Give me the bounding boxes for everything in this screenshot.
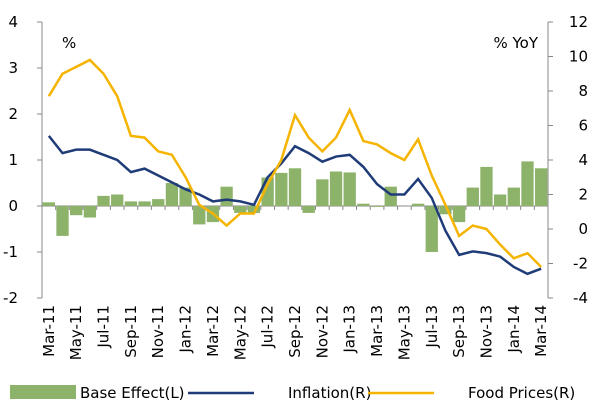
line: [47, 135, 542, 276]
bar: [411, 203, 425, 206]
y-tick-label: 0: [8, 197, 18, 215]
bar: [452, 206, 466, 223]
bar: [165, 183, 179, 206]
y2-tick-label: 0: [578, 220, 588, 238]
bar: [179, 187, 192, 206]
bar: [124, 201, 138, 206]
x-tick-label: Sep-13: [450, 305, 468, 358]
x-tick-label: Mar-11: [40, 305, 58, 357]
x-tick-label: Jan-14: [505, 305, 523, 354]
bar: [111, 194, 124, 206]
y-tick-label: -1: [3, 243, 18, 261]
x-tick-label: Mar-13: [368, 305, 386, 357]
bar: [288, 168, 302, 206]
x-tick-label: Jan-12: [177, 305, 195, 354]
legend-label: Food Prices(R): [468, 384, 575, 402]
bar: [384, 186, 397, 206]
bar: [83, 206, 97, 218]
bar: [439, 206, 452, 215]
y2-tick-label: 6: [578, 117, 588, 135]
bar: [70, 206, 83, 216]
x-tick-label: Jan-13: [341, 305, 359, 354]
bar: [507, 187, 520, 206]
bar: [42, 202, 55, 206]
y2-tick-label: 12: [569, 13, 588, 31]
y2-tick-label: -4: [573, 289, 588, 307]
bar: [220, 186, 233, 206]
line: [47, 58, 543, 268]
y2-tick-label: 4: [578, 151, 588, 169]
bar: [138, 201, 151, 206]
y-tick-label: 4: [8, 13, 18, 31]
bar: [97, 195, 110, 206]
bar: [234, 206, 247, 213]
y2-unit-label: % YoY: [493, 34, 538, 52]
x-tick-label: Sep-11: [122, 305, 140, 358]
y2-tick-label: 8: [578, 82, 588, 100]
y-tick-label: -2: [3, 289, 18, 307]
y-tick-label: 2: [8, 105, 18, 123]
x-tick-label: Nov-12: [313, 305, 331, 358]
bar: [316, 179, 329, 206]
bar: [521, 161, 534, 206]
legend-label: Inflation(R): [288, 384, 371, 402]
x-tick-label: May-11: [67, 305, 85, 360]
bar: [357, 203, 370, 206]
bar: [466, 187, 479, 206]
x-tick-label: Jul-12: [259, 305, 277, 349]
y2-tick-label: 2: [578, 186, 588, 204]
bar: [535, 168, 548, 206]
x-tick-label: Mar-12: [204, 305, 222, 357]
bar: [480, 166, 493, 206]
x-tick-label: Jul-13: [423, 305, 441, 349]
bar: [56, 206, 69, 236]
x-tick-label: Mar-14: [532, 305, 550, 357]
bar: [343, 172, 356, 206]
bar: [493, 194, 507, 206]
x-tick-label: Nov-13: [477, 305, 495, 358]
x-tick-label: May-12: [231, 305, 249, 360]
y2-tick-label: 10: [569, 48, 588, 66]
legend-swatch: [10, 385, 76, 399]
y-tick-label: 1: [8, 151, 18, 169]
bar: [425, 206, 438, 252]
bar: [152, 199, 165, 206]
bar: [370, 206, 384, 207]
bar: [247, 206, 261, 213]
x-tick-label: Jul-11: [95, 305, 113, 349]
y-tick-label: 3: [8, 59, 18, 77]
x-tick-label: May-13: [395, 305, 413, 360]
x-tick-label: Nov-11: [149, 305, 167, 358]
y-unit-label: %: [62, 34, 76, 52]
bar: [302, 206, 315, 213]
x-tick-label: Sep-12: [286, 305, 304, 358]
bar: [329, 171, 343, 206]
bar: [275, 172, 288, 206]
legend-label: Base Effect(L): [80, 384, 185, 402]
bar: [193, 206, 206, 225]
y2-tick-label: -2: [573, 255, 588, 273]
